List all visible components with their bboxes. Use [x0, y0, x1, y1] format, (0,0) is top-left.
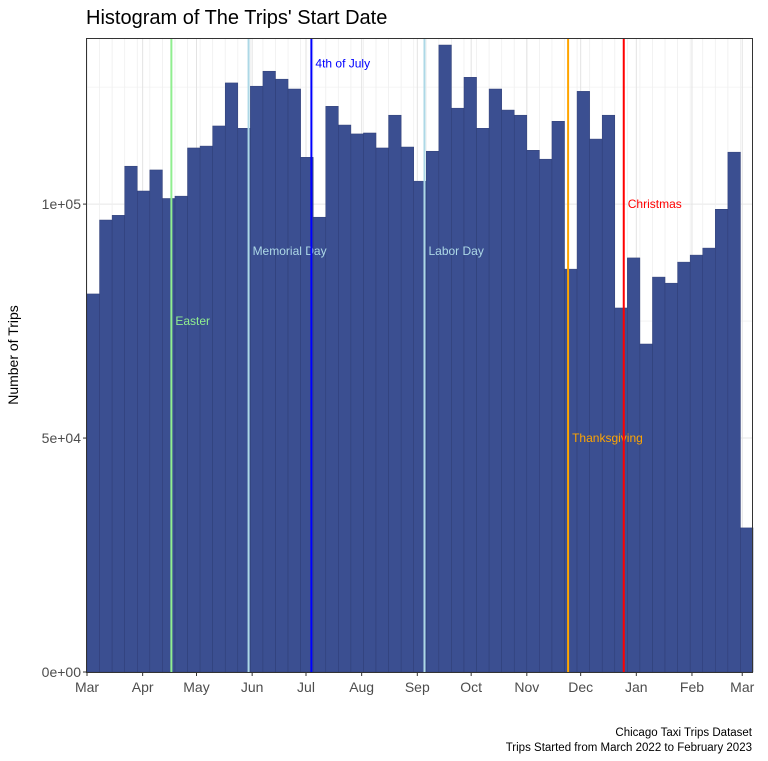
x-tick-label: Dec — [568, 679, 593, 695]
holiday-lines: Easter Memorial Day 4th of July Labor Day Th… — [170, 38, 682, 672]
histogram-bar — [375, 147, 389, 673]
histogram-bar — [664, 282, 678, 673]
panel-border — [86, 38, 753, 673]
holiday-label: Easter — [175, 314, 210, 328]
x-tick-label: Apr — [132, 679, 154, 695]
histogram-bar — [589, 138, 603, 673]
y-tick-label: 0e+00 — [42, 664, 82, 680]
histogram-bar — [287, 88, 301, 673]
histogram-bar — [187, 147, 201, 673]
holiday-label: 4th of July — [315, 57, 370, 71]
x-tick-label: Mar — [730, 679, 754, 695]
histogram-bar — [224, 82, 239, 673]
histogram-bar — [400, 146, 414, 673]
histogram-bar — [627, 257, 641, 673]
x-tick-label: Aug — [349, 679, 374, 695]
holiday-label: Christmas — [628, 197, 682, 211]
y-tick-label: 5e+04 — [42, 430, 82, 446]
histogram-bar — [463, 77, 477, 673]
histogram-bar — [124, 165, 138, 673]
x-tick-label: Oct — [460, 679, 482, 695]
chart-title: Histogram of The Trips' Start Date — [86, 7, 387, 29]
histogram-bar — [388, 114, 402, 673]
x-axis: Mar Apr May Jun Jul Aug Sep Oct Nov Dec Jan Feb Mar — [75, 672, 755, 695]
y-axis: 0e+00 5e+04 1e+05 — [42, 196, 87, 680]
histogram-bar — [426, 150, 440, 673]
histogram-bar — [539, 158, 553, 673]
histogram-bar — [149, 169, 163, 673]
histogram-bar — [740, 527, 754, 673]
histogram-bar — [212, 125, 226, 673]
histogram-bar — [162, 198, 176, 673]
histogram-bar — [86, 293, 100, 673]
histogram-bar — [111, 215, 125, 673]
histogram-bar — [262, 70, 276, 673]
histogram-bar — [338, 124, 352, 673]
x-tick-label: Jan — [625, 679, 648, 695]
y-tick-label: 1e+05 — [42, 196, 82, 212]
histogram-bar — [652, 276, 666, 673]
histogram-bar — [576, 91, 590, 673]
histogram-bar — [199, 145, 213, 673]
histogram-bar — [513, 114, 528, 673]
caption-line-2: Trips Started from March 2022 to Februar… — [506, 742, 752, 754]
holiday-label: Thanksgiving — [572, 431, 643, 445]
histogram-bar — [689, 254, 703, 673]
histogram-bar — [451, 107, 465, 673]
histogram-bar — [325, 106, 339, 673]
x-tick-label: Mar — [75, 679, 99, 695]
histogram-bar — [363, 132, 377, 673]
histogram-bar — [702, 247, 716, 673]
histogram-bar — [174, 195, 188, 673]
histogram-bar — [250, 85, 264, 673]
histogram-bar — [551, 121, 565, 673]
histogram-bar — [639, 343, 653, 673]
histogram-bar — [727, 151, 741, 673]
histogram-bar — [677, 261, 691, 673]
histogram-bar — [564, 268, 578, 673]
histogram-bar — [312, 216, 327, 673]
holiday-label: Memorial Day — [253, 244, 327, 258]
histogram-bar — [526, 150, 540, 673]
histogram-bar — [137, 190, 151, 673]
x-tick-label: Jul — [297, 679, 315, 695]
histogram-bar — [476, 128, 490, 673]
histogram-bar — [601, 114, 616, 673]
histogram-bar — [275, 78, 289, 673]
x-tick-label: Feb — [680, 679, 704, 695]
histogram-bar — [350, 133, 364, 673]
histogram-bar — [614, 307, 628, 673]
bars — [86, 44, 754, 673]
histogram-bar — [501, 109, 515, 673]
histogram-bar — [99, 219, 113, 673]
x-tick-label: Jun — [241, 679, 264, 695]
holiday-label: Labor Day — [428, 244, 483, 258]
x-tick-label: Sep — [405, 679, 430, 695]
histogram-bar — [438, 44, 452, 673]
y-axis-title: Number of Trips — [5, 305, 21, 405]
caption-line-1: Chicago Taxi Trips Dataset — [615, 727, 752, 739]
x-tick-label: Nov — [514, 679, 539, 695]
histogram-bar — [715, 209, 729, 673]
histogram-bar — [488, 88, 502, 673]
x-tick-label: May — [183, 679, 209, 695]
